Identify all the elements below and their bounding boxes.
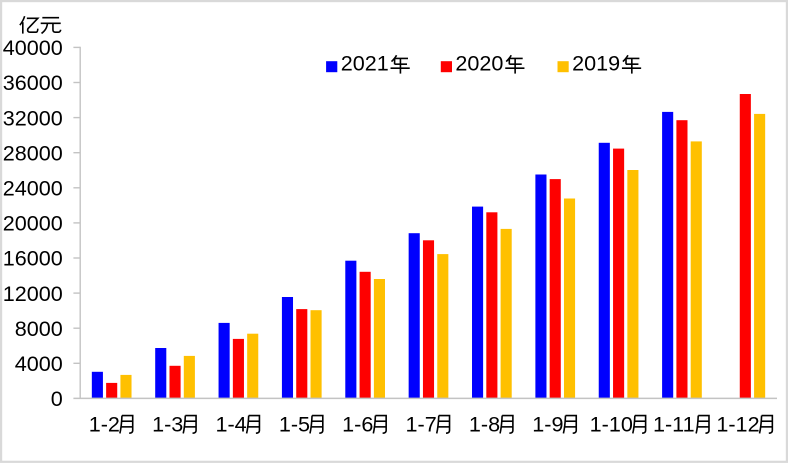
svg-text:4000: 4000 (15, 351, 63, 376)
svg-text:2020: 2020 (455, 50, 503, 75)
svg-text:1-7: 1-7 (406, 411, 437, 436)
svg-text:2021: 2021 (341, 50, 389, 75)
svg-text:1-4: 1-4 (215, 411, 246, 436)
svg-text:28000: 28000 (3, 140, 63, 165)
svg-text:12000: 12000 (3, 281, 63, 306)
svg-text:1-2: 1-2 (89, 411, 120, 436)
svg-text:0: 0 (51, 386, 63, 411)
svg-text:1-9: 1-9 (532, 411, 563, 436)
svg-text:1-10: 1-10 (590, 411, 633, 436)
svg-text:1-11: 1-11 (653, 411, 695, 436)
svg-text:1-12: 1-12 (716, 411, 759, 436)
svg-text:36000: 36000 (3, 70, 63, 95)
svg-text:40000: 40000 (3, 35, 63, 60)
svg-text:32000: 32000 (3, 105, 63, 130)
svg-text:2019: 2019 (572, 50, 620, 75)
svg-text:8000: 8000 (15, 316, 63, 341)
svg-text:1-8: 1-8 (469, 411, 500, 436)
svg-text:1-6: 1-6 (342, 411, 373, 436)
svg-text:20000: 20000 (3, 211, 63, 236)
svg-text:1-5: 1-5 (279, 411, 310, 436)
svg-text:1-3: 1-3 (152, 411, 183, 436)
svg-text:16000: 16000 (3, 246, 63, 271)
svg-text:24000: 24000 (3, 176, 63, 201)
